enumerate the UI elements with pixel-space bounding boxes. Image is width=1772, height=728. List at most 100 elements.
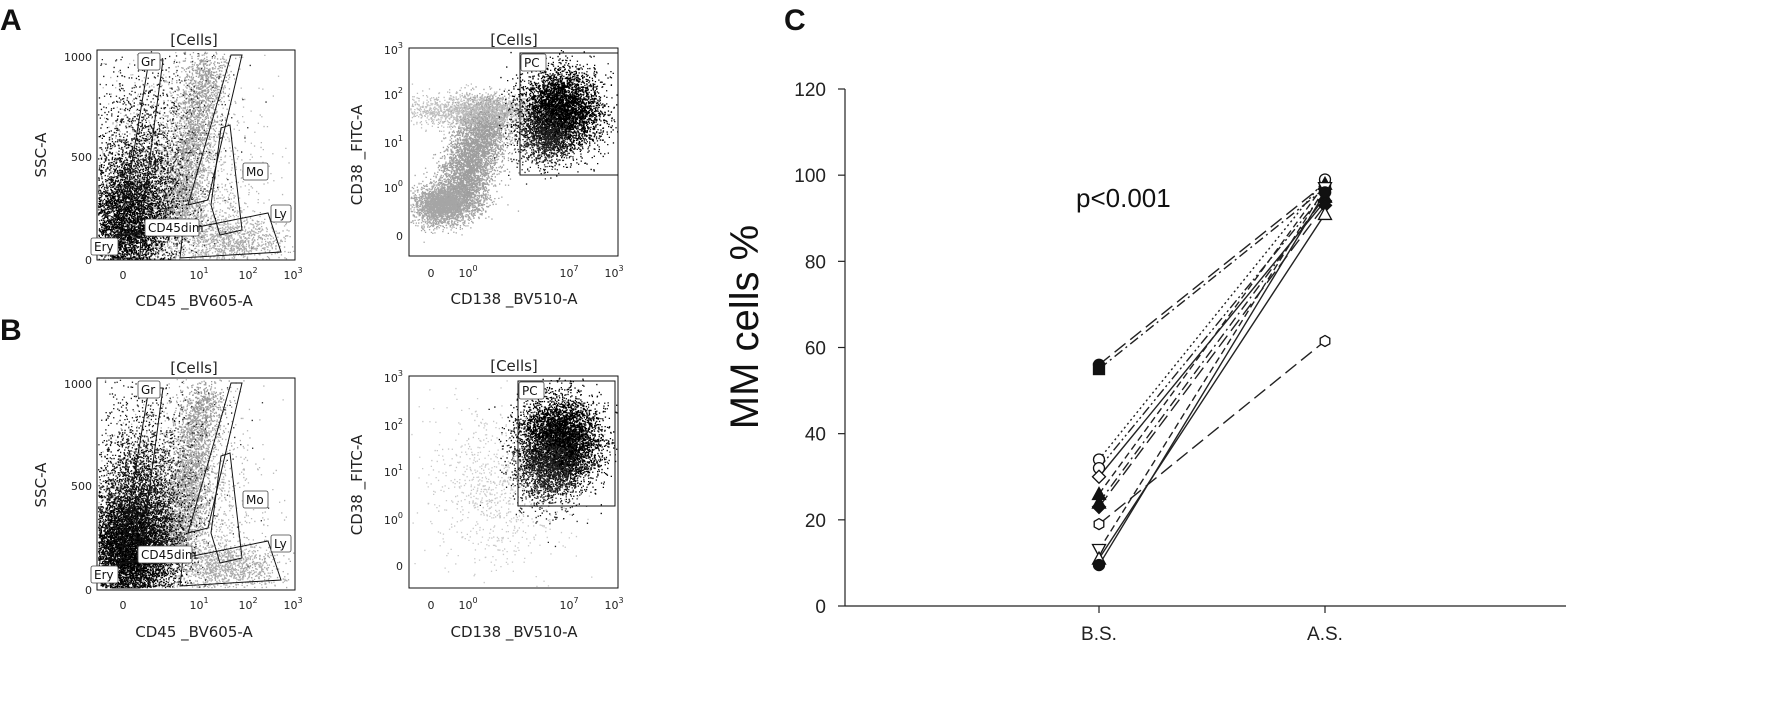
- series-markers: [1091, 173, 1333, 572]
- data-point-marker: [1091, 469, 1107, 485]
- cd138-plot-b: [Cells] PC 0 100 107 103 0 100 101 102 1…: [348, 357, 624, 642]
- y-tick: 100: [384, 179, 403, 195]
- y-tick-label: 60: [805, 339, 826, 360]
- y-axis-ticks: 0 20 40 60 80 100 120: [794, 80, 845, 618]
- series-line: [1098, 191, 1326, 469]
- cd45-plot-a: [Cells] Gr Mo Ly CD45dim Ery 0 101 102 1…: [32, 31, 303, 311]
- plot-title: [Cells]: [490, 357, 538, 375]
- x-axis-label: CD138 _BV510-A: [451, 290, 579, 309]
- y-tick-label: 100: [794, 166, 826, 187]
- y-axis-label: SSC-A: [32, 462, 50, 508]
- series-line: [1098, 340, 1326, 525]
- y-tick: 103: [384, 41, 403, 57]
- x-tick: 102: [238, 596, 257, 612]
- dot-cloud: [98, 379, 295, 589]
- x-tick: 103: [283, 596, 302, 612]
- x-tick: 0: [428, 267, 435, 280]
- x-tick: 102: [238, 266, 257, 282]
- series-line: [1098, 213, 1326, 559]
- gate-label-ery: Ery: [94, 240, 114, 254]
- gate-label-ly: Ly: [274, 537, 287, 551]
- gate-pc: [519, 52, 619, 176]
- panel-label-a: A: [0, 4, 22, 37]
- cd138-plot-a: [Cells] PC 0 100 107 103 0 100 101 102 1…: [348, 31, 624, 309]
- gate-ly: [179, 540, 282, 587]
- data-point-marker: [1318, 186, 1332, 199]
- plot-title: [Cells]: [490, 31, 538, 49]
- y-tick: 101: [384, 134, 403, 150]
- data-point-marker: [1092, 362, 1106, 376]
- y-axis-label: CD38 _FITC-A: [348, 434, 367, 535]
- x-axis-ticks: B.S. A.S.: [1081, 606, 1343, 645]
- y-axis-label: MM cells %: [723, 225, 767, 429]
- mm-cells-chart: 0 20 40 60 80 100 120 B.S. A.S. MM cells % p<0.…: [723, 80, 1566, 645]
- x-tick: 101: [189, 266, 208, 282]
- p-value-annotation: p<0.001: [1076, 183, 1171, 213]
- y-tick: 0: [396, 230, 403, 243]
- x-tick: 0: [120, 599, 127, 612]
- x-axis-label: CD138 _BV510-A: [451, 623, 579, 642]
- x-tick-label: A.S.: [1307, 624, 1343, 645]
- series-lines: [1098, 179, 1326, 566]
- data-point-marker: [1093, 517, 1105, 531]
- data-point-marker: [1092, 558, 1106, 572]
- gate-gr-upper: [187, 54, 243, 206]
- dot-cloud: [410, 50, 619, 243]
- gate-label-cd45dim: CD45dim: [141, 548, 197, 562]
- panel-label-c: C: [784, 4, 806, 37]
- y-tick-label: 80: [805, 252, 826, 273]
- x-axis-label: CD45 _BV605-A: [135, 623, 253, 642]
- x-tick-label: B.S.: [1081, 624, 1117, 645]
- x-tick: 100: [458, 264, 477, 280]
- y-tick: 0: [85, 584, 92, 597]
- y-tick: 102: [384, 86, 403, 102]
- data-point-marker: [1091, 499, 1107, 515]
- cd45-plot-b: [Cells] Gr Mo Ly CD45dim Ery 0 101 102 1…: [32, 359, 303, 642]
- gate-pc: [517, 380, 616, 507]
- gate-label-mo: Mo: [246, 165, 264, 179]
- gate-label-gr: Gr: [141, 383, 155, 397]
- x-tick: 0: [428, 599, 435, 612]
- y-tick: 0: [396, 560, 403, 573]
- gate-label-ery: Ery: [94, 568, 114, 582]
- gate-ly: [179, 212, 282, 259]
- series-line: [1098, 183, 1326, 495]
- y-tick: 102: [384, 417, 403, 433]
- x-tick: 103: [283, 266, 302, 282]
- plot-title: [Cells]: [170, 31, 218, 49]
- x-tick: 103: [604, 264, 623, 280]
- gate-mo: [210, 124, 243, 236]
- y-axis-label: CD38 _FITC-A: [348, 104, 367, 205]
- series-line: [1098, 179, 1326, 460]
- data-point-marker: [1317, 206, 1333, 221]
- y-tick: 0: [85, 254, 92, 267]
- x-tick: 0: [120, 269, 127, 282]
- series-line: [1098, 183, 1326, 366]
- plot-frame: [408, 375, 619, 589]
- plot-frame: [96, 49, 296, 261]
- y-tick: 100: [384, 511, 403, 527]
- panel-label-b: B: [0, 314, 22, 347]
- x-tick: 107: [559, 264, 578, 280]
- gate-mo: [210, 452, 243, 564]
- x-tick: 101: [189, 596, 208, 612]
- gate-label-gr: Gr: [141, 55, 155, 69]
- x-tick: 100: [458, 596, 477, 612]
- gate-gr-upper: [187, 382, 243, 534]
- x-tick: 103: [604, 596, 623, 612]
- gate-label-pc: PC: [522, 384, 538, 398]
- gate-label-ly: Ly: [274, 207, 287, 221]
- y-tick-label: 120: [794, 80, 826, 101]
- y-tick-label: 0: [815, 597, 826, 618]
- series-line: [1098, 196, 1326, 504]
- data-point-marker: [1091, 543, 1107, 558]
- plot-title: [Cells]: [170, 359, 218, 377]
- y-tick: 1000: [64, 51, 92, 64]
- data-point-marker: [1319, 334, 1331, 348]
- y-tick: 500: [71, 151, 92, 164]
- dot-cloud: [411, 377, 618, 587]
- gate-label-mo: Mo: [246, 493, 264, 507]
- gate-label-cd45dim: CD45dim: [148, 221, 204, 235]
- y-tick: 103: [384, 369, 403, 385]
